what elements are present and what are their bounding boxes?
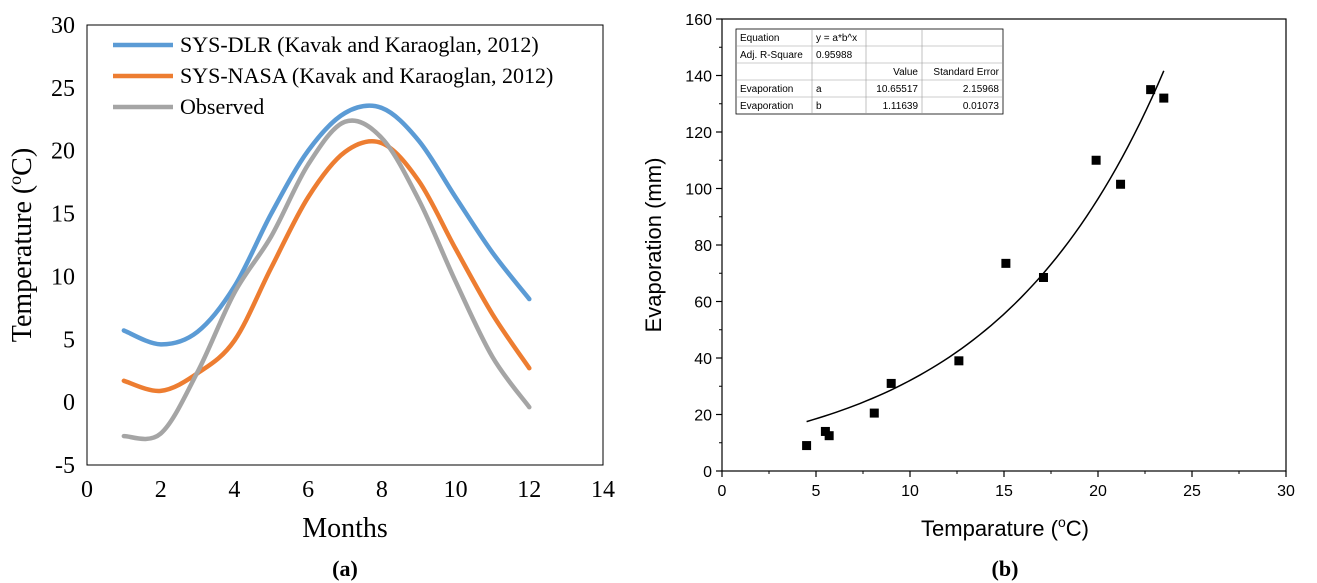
panel-b-fit-curve (806, 70, 1165, 423)
panel-a-x-tick-label: 12 (517, 477, 541, 503)
panel-b-y-tick-label: 40 (694, 351, 712, 368)
panel-b-table-cell: a (816, 84, 822, 95)
panel-b-fit-table: Equation y = a*b^x Adj. R-Square 0.95988 Val… (735, 28, 1004, 115)
panel-a-y-tick-label: 30 (51, 13, 75, 39)
panel-b-y-ticks: 0 20 40 60 80 100 120 140 160 (685, 12, 722, 481)
panel-a-legend-label: Observed (180, 94, 264, 119)
panel-a-series-line (121, 138, 532, 394)
panel-a-plot-frame (86, 24, 604, 466)
panel-a-x-tick-label: 4 (228, 477, 240, 503)
panel-a-series-group (121, 103, 532, 442)
panel-b-table-cell: 10.65517 (876, 84, 918, 95)
panel-a-series-line (121, 118, 532, 442)
panel-a-x-tick-label: 2 (155, 477, 167, 503)
panel-a-y-tick-label: 5 (63, 327, 75, 353)
panel-b-table-cell: 0.01073 (963, 101, 1000, 112)
panel-b-y-tick-label: 120 (685, 125, 712, 142)
panel-a-x-tick-label: 14 (591, 477, 615, 503)
panel-b-y-tick-label: 100 (685, 182, 712, 199)
panel-a-y-axis-label: Temperature (oC) (5, 148, 38, 342)
panel-b-y-axis-label: Evaporation (mm) (641, 158, 666, 333)
panel-b-table-cell: y = a*b^x (816, 33, 857, 44)
panel-a-y-tick-label: 0 (63, 390, 75, 416)
panel-b-table-cell: Adj. R-Square (740, 50, 803, 61)
panel-b-data-point (886, 378, 896, 388)
panel-b-data-point (1001, 258, 1011, 268)
panel-a-series-line (121, 103, 532, 347)
panel-b-data-point (802, 441, 812, 451)
panel-b-table-cell: 0.95988 (816, 50, 853, 61)
panel-a-y-tick-label: -5 (55, 453, 75, 479)
panel-a-x-axis-label: Months (302, 513, 388, 544)
panel-a-legend: SYS-DLR (Kavak and Karaoglan, 2012) SYS-N… (113, 32, 553, 119)
panel-a-y-tick-label: 10 (51, 264, 75, 290)
panel-b-scatter-chart: 0 5 10 15 20 25 30 0 20 40 60 80 100 120 140 160 Equat… (641, 12, 1295, 581)
panel-b-x-ticks: 0 5 10 15 20 25 30 (718, 471, 1295, 500)
panel-a-x-tick-label: 8 (376, 477, 388, 503)
panel-b-y-tick-label: 140 (685, 69, 712, 86)
panel-b-x-tick-label: 30 (1277, 483, 1295, 500)
panel-a-x-tick-label: 10 (444, 477, 468, 503)
panel-b-x-tick-label: 10 (901, 483, 919, 500)
panel-a-y-tick-label: 20 (51, 139, 75, 165)
panel-a-x-tick-labels: 0 2 4 6 8 10 12 14 (81, 477, 615, 503)
panel-b-table-cell: 1.11639 (883, 101, 919, 112)
panel-a-y-tick-label: 15 (51, 202, 75, 228)
panel-b-y-tick-label: 160 (685, 12, 712, 29)
panel-b-data-point (1159, 93, 1169, 103)
panel-b-x-tick-label: 15 (995, 483, 1013, 500)
panel-b-y-tick-label: 0 (703, 464, 712, 481)
panel-b-data-point (824, 431, 834, 441)
panel-b-table-cell: Standard Error (933, 67, 999, 78)
panel-a-x-tick-label: 6 (302, 477, 314, 503)
panel-b-table-cell: Evaporation (740, 101, 793, 112)
panel-b-x-tick-label: 20 (1089, 483, 1107, 500)
panel-a-legend-label: SYS-NASA (Kavak and Karaoglan, 2012) (180, 63, 553, 88)
panel-b-y-tick-label: 20 (694, 408, 712, 425)
panel-b-data-point (869, 408, 879, 418)
panel-b-data-point (1038, 272, 1048, 282)
panel-b-table-cell: Equation (740, 33, 779, 44)
panel-b-table-cell: Value (893, 67, 918, 78)
panel-b-x-tick-label: 25 (1183, 483, 1201, 500)
panel-a-y-tick-label: 25 (51, 76, 75, 102)
panel-b-y-tick-label: 80 (694, 238, 712, 255)
panel-b-data-point (1091, 155, 1101, 165)
panel-b-data-point (954, 356, 964, 366)
panel-b-x-axis-label: Temparature (oC) (921, 514, 1089, 541)
panel-b-x-tick-label: 5 (812, 483, 821, 500)
panel-a-label: (a) (332, 556, 358, 581)
panel-b-label: (b) (992, 556, 1019, 581)
panel-b-data-point (1146, 85, 1156, 95)
panel-b-table-cell: Evaporation (740, 84, 793, 95)
panel-b-table-frame (735, 28, 1004, 115)
panel-b-table-cell: 2.15968 (963, 84, 1000, 95)
panel-b-x-tick-label: 0 (718, 483, 727, 500)
panel-b-y-tick-label: 60 (694, 295, 712, 312)
panel-b-data-point (1116, 179, 1126, 189)
panel-a-x-tick-label: 0 (81, 477, 93, 503)
panel-b-table-cell: b (816, 101, 822, 112)
panel-a-y-tick-labels: -5 0 5 10 15 20 25 30 (51, 13, 75, 479)
panel-b-points-group (802, 85, 1169, 451)
panel-a-legend-label: SYS-DLR (Kavak and Karaoglan, 2012) (180, 32, 539, 57)
